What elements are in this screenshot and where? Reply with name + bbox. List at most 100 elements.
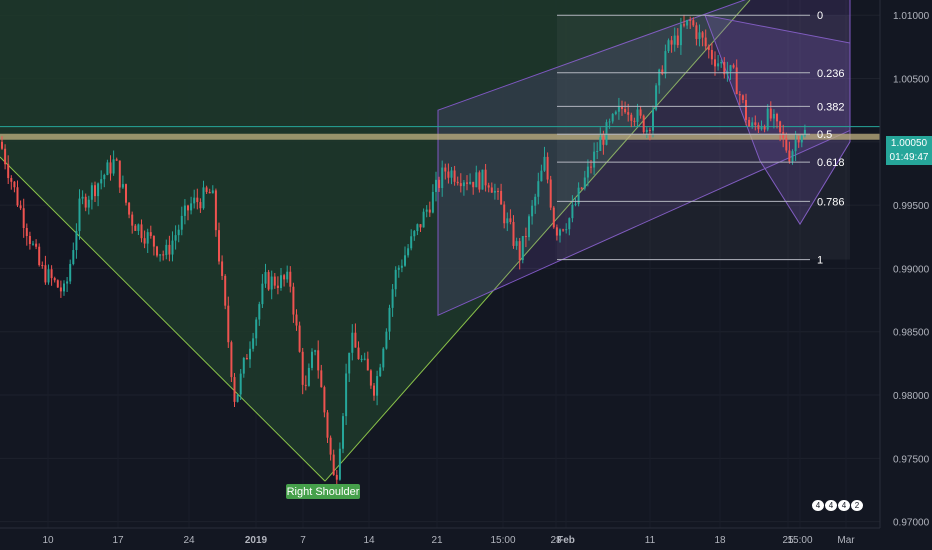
candle-body — [723, 62, 726, 75]
candle-body — [59, 287, 62, 292]
candle-body — [528, 216, 530, 238]
candle-body — [493, 190, 496, 193]
candle-body — [13, 181, 16, 188]
candle-body — [633, 120, 636, 122]
candle-body — [444, 167, 447, 172]
candle-body — [782, 132, 785, 138]
candle-body — [785, 137, 788, 151]
candle-body — [109, 162, 112, 174]
bar-countdown-label: 01:49:47 — [886, 150, 932, 165]
candle-body — [720, 62, 723, 64]
candle-body — [270, 276, 273, 290]
candle-body — [63, 283, 65, 292]
candle-body — [608, 121, 611, 123]
candle-body — [307, 367, 310, 386]
candle-body — [416, 224, 419, 232]
candle-body — [292, 286, 295, 315]
candle-body — [400, 265, 403, 268]
candle-body — [38, 246, 41, 266]
candle-body — [298, 325, 301, 352]
candle-body — [624, 108, 627, 113]
candle-body — [335, 474, 338, 480]
candle-body — [156, 246, 158, 256]
candle-body — [667, 40, 670, 52]
candle-body — [146, 232, 149, 244]
candle-body — [419, 224, 422, 228]
pattern-drawings — [0, 0, 880, 482]
candle-body — [766, 108, 769, 130]
candle-body — [47, 269, 50, 283]
candle-body — [221, 261, 224, 276]
candle-body — [540, 170, 543, 182]
candle-body — [487, 185, 490, 188]
candle-body — [655, 85, 658, 110]
candle-body — [593, 151, 596, 168]
fib-level-label: 0.618 — [817, 157, 845, 169]
fib-level-label: 1 — [817, 255, 823, 267]
candle-body — [19, 205, 22, 209]
candle-body — [509, 218, 512, 222]
candle-body — [348, 352, 351, 374]
candle-body — [466, 182, 468, 184]
candle-body — [590, 166, 592, 168]
event-badge[interactable]: 4 4 4 2 — [812, 500, 863, 511]
candle-body — [707, 46, 710, 50]
badge-digit: 4 — [825, 500, 837, 511]
candle-body — [196, 197, 199, 203]
candle-body — [580, 187, 583, 189]
candle-body — [69, 264, 72, 282]
candle-body — [652, 109, 654, 131]
candle-body — [128, 202, 131, 215]
price-axis[interactable]: 1.010001.005001.000000.995000.990000.985… — [879, 0, 932, 550]
candle-body — [345, 373, 348, 417]
candle-body — [180, 215, 183, 230]
candle-body — [255, 319, 258, 339]
candle-body — [596, 150, 599, 152]
candle-body — [605, 122, 608, 145]
candle-body — [435, 179, 437, 192]
candle-body — [565, 229, 568, 231]
candle-body — [25, 228, 28, 237]
candle-body — [72, 250, 75, 265]
time-tick-label: 14 — [363, 535, 375, 546]
candle-body — [326, 412, 329, 438]
candle-body — [22, 208, 25, 229]
candle-body — [794, 140, 797, 152]
candle-body — [317, 350, 320, 371]
last-price-label: 1.00050 — [886, 136, 932, 151]
candle-body — [791, 151, 794, 162]
pattern-wedge — [0, 0, 750, 482]
candle-body — [636, 109, 639, 122]
candle-body — [534, 196, 537, 206]
candle-body — [276, 285, 279, 288]
candle-body — [428, 209, 431, 213]
candle-body — [462, 182, 465, 187]
candle-body — [320, 370, 323, 388]
candle-body — [469, 181, 472, 184]
fib-retracement: 0 0.236 0.382 0.5 0.618 0.786 1 — [557, 10, 845, 267]
candle-body — [311, 351, 313, 368]
candle-body — [617, 106, 620, 112]
candle-body — [413, 231, 416, 237]
candle-body — [701, 32, 704, 38]
candle-body — [751, 122, 754, 127]
candle-body — [301, 351, 304, 385]
candle-body — [664, 51, 667, 74]
candle-body — [698, 32, 701, 39]
candle-body — [611, 114, 614, 122]
candle-body — [211, 190, 214, 194]
candle-body — [478, 172, 481, 190]
time-tick-label: Feb — [557, 535, 575, 546]
candle-body — [323, 387, 326, 413]
candle-body — [658, 69, 661, 86]
annotation-text: Right Shoulder — [287, 486, 360, 498]
candle-body — [683, 24, 685, 26]
candle-body — [524, 236, 527, 238]
candle-body — [382, 348, 385, 368]
candle-body — [481, 169, 484, 190]
candle-body — [800, 135, 803, 143]
candle-body — [366, 358, 369, 371]
candle-body — [422, 211, 425, 228]
